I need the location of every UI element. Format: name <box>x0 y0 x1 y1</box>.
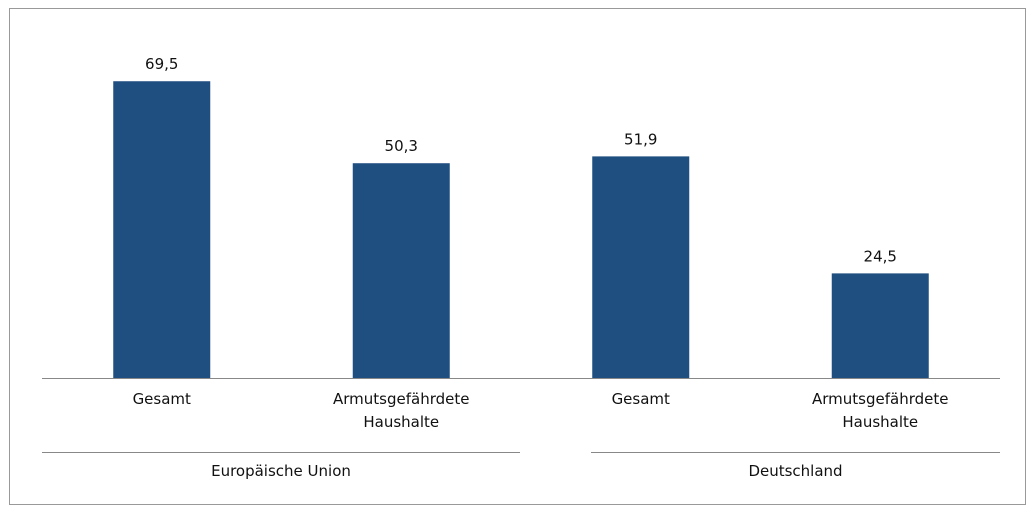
bar <box>592 156 690 378</box>
bar <box>831 273 929 378</box>
value-label: 24,5 <box>864 247 897 265</box>
x-tick-label: Armutsgefährdete Haushalte <box>333 390 470 431</box>
group-label: Europäische Union <box>211 462 351 480</box>
x-tick-label: Gesamt <box>611 390 670 408</box>
value-label: 50,3 <box>385 137 418 155</box>
value-label: 51,9 <box>624 130 657 148</box>
frame <box>9 8 1026 505</box>
value-label: 69,5 <box>145 55 178 73</box>
x-tick-label: Armutsgefährdete Haushalte <box>812 390 949 431</box>
x-tick-label: Gesamt <box>132 390 191 408</box>
bar <box>352 163 450 378</box>
group-label: Deutschland <box>748 462 843 480</box>
bar <box>113 81 211 379</box>
